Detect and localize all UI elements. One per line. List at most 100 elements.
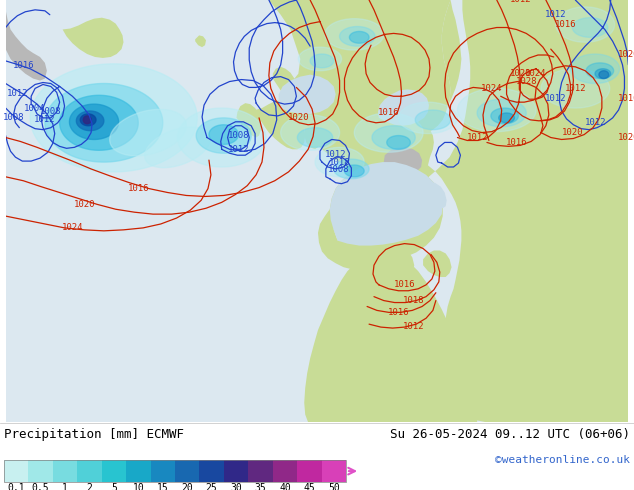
Polygon shape [318,209,385,269]
Text: 1012: 1012 [6,89,28,98]
Text: 1008: 1008 [40,107,61,117]
Polygon shape [354,113,423,152]
Text: Precipitation [mm] ECMWF: Precipitation [mm] ECMWF [4,428,184,441]
Text: 1018: 1018 [403,296,424,305]
Polygon shape [30,64,197,172]
Polygon shape [281,115,340,150]
Bar [297,460,321,482]
Text: 1018: 1018 [329,158,351,167]
Text: 5: 5 [111,483,117,490]
Text: 1008: 1008 [328,166,349,174]
Text: 30: 30 [230,483,242,490]
Polygon shape [387,136,410,149]
Text: 1028: 1028 [515,77,537,86]
Polygon shape [255,100,305,149]
Bar [4,460,346,482]
Polygon shape [399,102,458,134]
Text: 1020: 1020 [288,113,309,122]
Text: 1012: 1012 [585,118,607,127]
Polygon shape [178,108,266,167]
Text: 45: 45 [304,483,315,490]
Text: 1012: 1012 [34,115,56,124]
Bar [126,460,150,482]
Polygon shape [279,74,335,114]
Polygon shape [196,118,251,153]
Polygon shape [415,110,451,130]
Text: 1012: 1012 [325,150,346,159]
Polygon shape [63,18,124,58]
Text: 1008: 1008 [228,131,249,140]
Text: 25: 25 [206,483,217,490]
Polygon shape [45,83,163,162]
Text: 1016: 1016 [506,138,527,147]
Bar [249,460,273,482]
Text: 1016: 1016 [394,280,415,290]
Polygon shape [586,63,614,78]
Text: 1020: 1020 [510,69,531,78]
Polygon shape [595,69,611,78]
Bar [53,460,77,482]
Text: 1016: 1016 [618,94,634,103]
Bar [101,460,126,482]
Polygon shape [315,147,364,177]
Text: 1024: 1024 [526,69,547,78]
Polygon shape [499,113,514,123]
Polygon shape [378,89,429,126]
Text: 1016: 1016 [13,61,34,70]
Text: 1012: 1012 [403,321,424,331]
Polygon shape [83,116,91,124]
Polygon shape [76,111,104,131]
Bar [273,460,297,482]
Text: 1008: 1008 [3,113,24,122]
Text: 1016: 1016 [127,184,149,193]
Polygon shape [340,26,375,46]
Text: 20: 20 [181,483,193,490]
Polygon shape [209,125,238,145]
Text: 1024: 1024 [481,84,503,93]
Text: 2: 2 [87,483,93,490]
Polygon shape [315,90,434,187]
Polygon shape [297,128,333,147]
Text: 0.5: 0.5 [32,483,49,490]
Text: 1016: 1016 [378,108,399,118]
Polygon shape [458,88,536,132]
Text: 1016: 1016 [388,308,410,317]
Polygon shape [442,0,462,106]
Polygon shape [6,0,47,80]
Bar [321,460,346,482]
Polygon shape [541,69,610,108]
Polygon shape [571,54,619,83]
Polygon shape [536,265,555,279]
Text: Su 26-05-2024 09..12 UTC (06+06): Su 26-05-2024 09..12 UTC (06+06) [390,428,630,441]
Polygon shape [310,54,333,68]
Polygon shape [391,226,406,249]
Text: 35: 35 [255,483,266,490]
Polygon shape [110,109,186,156]
Bar [175,460,200,482]
Text: 1024: 1024 [61,223,83,232]
Bar [4,460,29,482]
Text: 1004: 1004 [24,103,46,113]
Polygon shape [344,165,364,177]
Polygon shape [330,162,443,245]
Polygon shape [384,147,422,175]
Text: 1012: 1012 [228,145,249,154]
Text: 1020: 1020 [562,128,583,137]
Text: 1012: 1012 [510,0,531,4]
Text: 0.1: 0.1 [8,483,25,490]
Polygon shape [392,247,414,275]
Polygon shape [304,251,477,422]
Polygon shape [340,0,628,422]
Polygon shape [487,281,519,293]
Polygon shape [425,183,447,208]
Text: 1020: 1020 [618,49,634,58]
Polygon shape [269,0,451,179]
Polygon shape [81,114,96,126]
Polygon shape [477,99,526,127]
Text: 1020: 1020 [618,133,634,142]
Bar [29,460,53,482]
Text: 1012: 1012 [545,10,566,19]
Bar [77,460,101,482]
Polygon shape [474,275,628,422]
Polygon shape [573,18,608,37]
